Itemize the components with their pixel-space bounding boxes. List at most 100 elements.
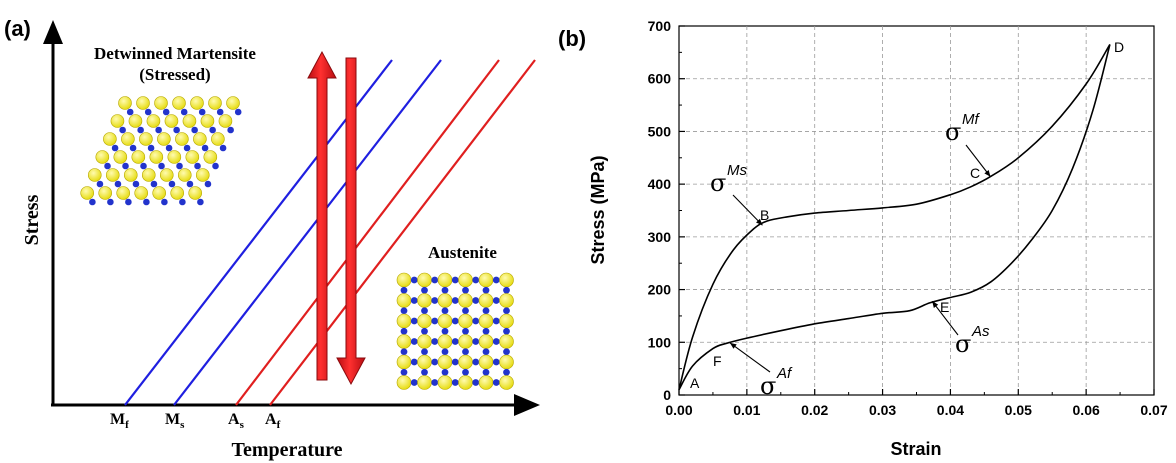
atom-small (503, 368, 510, 376)
atom-small (126, 108, 134, 116)
atom-large (177, 168, 192, 182)
atom-large (396, 375, 412, 390)
atom-small (451, 358, 459, 366)
atom-small (472, 276, 480, 284)
atom-large (458, 272, 473, 288)
tick-as: As (228, 411, 245, 431)
unloading-curve (678, 44, 1111, 391)
atom-small (462, 307, 469, 315)
atom-small (451, 317, 459, 325)
y-tick-label: 100 (648, 334, 672, 350)
atom-small (462, 286, 469, 294)
atom-large (193, 132, 207, 146)
atom-large (131, 150, 146, 164)
panel-a-y-arrowhead-icon (43, 20, 63, 44)
y-tick-label: 400 (648, 176, 672, 192)
atom-large (437, 354, 453, 370)
arrow-sigma-ms-head-icon (756, 218, 763, 226)
atom-small (400, 327, 408, 335)
atom-large (95, 150, 110, 164)
atom-small (400, 368, 408, 376)
atom-small (441, 286, 449, 294)
atom-small (462, 348, 469, 356)
panel-a-xlabel: Temperature (231, 439, 342, 461)
line-ms (173, 59, 442, 406)
atom-small (209, 126, 216, 134)
atom-small (147, 144, 155, 152)
atom-large (417, 375, 432, 390)
grid (679, 26, 1154, 395)
atom-large (185, 150, 200, 164)
atom-small (492, 338, 500, 345)
x-tick-label: 0.03 (869, 402, 896, 418)
atom-large (396, 272, 412, 288)
atom-small (431, 276, 439, 284)
axis-ticks: 0.00 0.01 0.02 0.03 0.04 0.05 0.06 0.07 0 100 200 3… (648, 18, 1168, 418)
atom-small (212, 162, 219, 170)
atom-large (164, 114, 179, 128)
atom-small (137, 126, 144, 134)
atom-large (417, 272, 432, 288)
atom-small (107, 198, 114, 206)
atom-small (492, 379, 500, 386)
atom-small (421, 286, 428, 294)
sigma-ms: σ (710, 169, 726, 197)
panel-b-ylabel: Stress (MPa) (588, 155, 608, 264)
atom-large (478, 293, 494, 308)
atom-small (122, 162, 129, 170)
atom-large (203, 150, 218, 164)
atom-large (134, 186, 148, 200)
atom-small (503, 307, 510, 315)
atom-small (173, 126, 180, 134)
atom-large (478, 354, 494, 370)
panel-a: (a) Detwinned Martensite (Stressed) Aust… (4, 16, 540, 461)
atom-large (458, 354, 473, 370)
atom-large (139, 132, 153, 146)
atom-small (451, 297, 459, 304)
panel-b-xlabel: Strain (890, 439, 941, 459)
sigma-as: σ (955, 330, 971, 358)
atom-small (132, 180, 140, 188)
atom-small (462, 368, 469, 376)
atom-small (155, 126, 162, 134)
atom-large (396, 293, 412, 308)
tick-mf: Mf (110, 411, 129, 431)
x-tick-label: 0.01 (733, 402, 760, 418)
atom-small (204, 180, 212, 188)
atom-small (492, 358, 500, 366)
lattice-martensite-icon (80, 96, 242, 206)
atom-large (499, 354, 514, 370)
atom-small (119, 126, 126, 134)
atom-small (431, 317, 439, 325)
atom-small (472, 317, 480, 325)
atom-large (141, 168, 156, 182)
y-tick-label: 300 (648, 229, 672, 245)
atom-large (175, 132, 189, 146)
atom-large (478, 334, 494, 349)
atom-large (170, 186, 184, 200)
atom-small (410, 358, 418, 366)
arrow-sigma-as (931, 300, 959, 336)
atom-small (216, 108, 224, 116)
y-tick-label: 0 (663, 387, 671, 403)
point-label-a: A (690, 375, 700, 391)
arrow-sigma-mf-head-icon (984, 169, 991, 177)
atom-large (478, 375, 494, 390)
sigma-mf-superscript: Mf (962, 111, 980, 128)
atom-large (478, 313, 494, 329)
atom-small (482, 307, 490, 315)
atom-small (219, 144, 227, 152)
atom-small (140, 162, 147, 170)
atom-large (98, 186, 112, 200)
atom-large (157, 132, 171, 146)
atom-large (218, 114, 233, 128)
atom-large (478, 272, 494, 288)
atom-small (194, 162, 201, 170)
atom-large (458, 334, 473, 349)
atom-large (103, 132, 117, 146)
atom-small (503, 286, 510, 294)
atom-small (482, 348, 490, 356)
atom-large (396, 334, 412, 349)
atom-small (114, 180, 122, 188)
atom-large (195, 168, 210, 182)
